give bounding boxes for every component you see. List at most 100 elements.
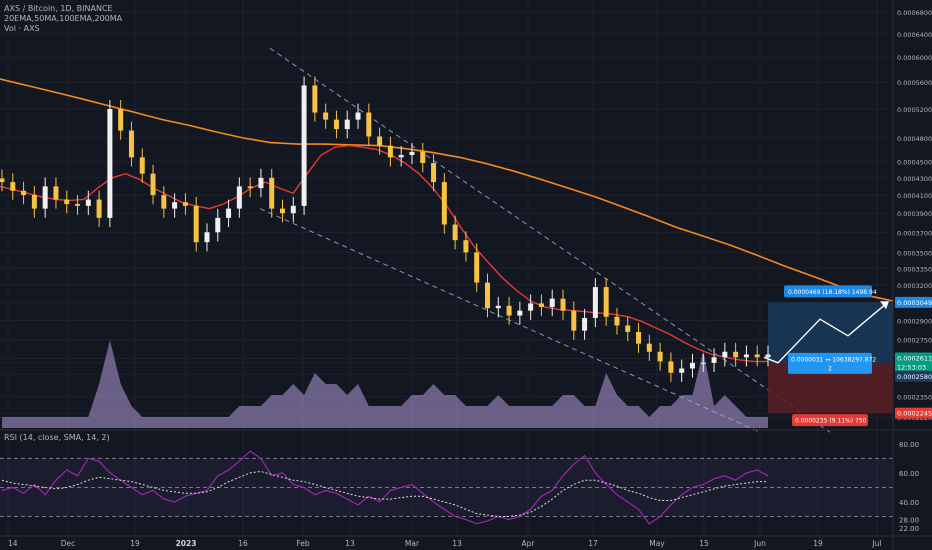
- stop-tag-text: 0.0002245: [897, 410, 932, 418]
- candle-body-54: [582, 317, 588, 331]
- candle-body-48: [517, 310, 523, 316]
- price-tick-7: 0.0004300: [897, 175, 932, 183]
- price-tick-12: 0.0003350: [897, 265, 932, 273]
- time-tick-5: Feb: [296, 539, 310, 548]
- candle-body-36: [387, 145, 393, 158]
- candle-body-27: [290, 205, 296, 214]
- candle-body-31: [333, 119, 339, 130]
- rsi-tick-0: 80.00: [899, 441, 919, 449]
- candle-body-60: [646, 343, 652, 352]
- stop-label-text: 0.0000235 (9.11%) 750: [795, 418, 867, 425]
- time-tick-13: Jun: [753, 539, 766, 548]
- candle-body-42: [452, 224, 458, 241]
- candle-body-34: [366, 112, 372, 137]
- candle-body-62: [668, 361, 674, 373]
- candle-body-61: [657, 351, 663, 362]
- candle-body-55: [592, 287, 598, 318]
- symbol-title[interactable]: AXS / Bitcoin, 1D, BINANCE: [4, 4, 113, 13]
- candle-body-25: [269, 177, 275, 209]
- target-label-text: 0.0000469 (18.18%) 1498.94: [788, 289, 877, 296]
- target-tag-bg: [895, 296, 932, 308]
- candle-body-66: [711, 357, 717, 363]
- rsi-line: [1, 450, 769, 525]
- price-tick-4: 0.0005200: [897, 106, 932, 114]
- volume-legend[interactable]: Vol · AXS: [4, 24, 40, 33]
- ema20-path: [0, 144, 768, 363]
- time-tick-7: Mar: [405, 539, 420, 548]
- candle-body-11: [118, 109, 124, 131]
- candle-body-2: [21, 190, 27, 196]
- time-tick-6: 13: [345, 539, 355, 548]
- volume-area: [2, 340, 768, 428]
- rsi-legend[interactable]: RSI (14, close, SMA, 14, 2): [4, 433, 110, 442]
- indicator-legend[interactable]: 20EMA,50MA,100EMA,200MA: [4, 14, 123, 23]
- candle-body-24: [258, 177, 264, 189]
- rsi-tick-1: 60.00: [899, 470, 919, 478]
- time-tick-10: 17: [588, 539, 598, 548]
- target-tag-text: 0.0003049: [897, 299, 932, 307]
- price-tick-6: 0.0004500: [897, 158, 932, 166]
- candle-body-70: [754, 354, 760, 358]
- candle-body-40: [431, 163, 437, 183]
- candle-body-28: [301, 85, 307, 206]
- candle-body-1: [10, 182, 16, 191]
- candlesticks: [0, 76, 771, 382]
- current-tag-bg: [895, 352, 932, 373]
- candle-body-30: [323, 112, 329, 120]
- price-tick-8: 0.0004100: [897, 192, 932, 200]
- descending-channel: [259, 47, 831, 433]
- candle-body-50: [538, 303, 544, 308]
- candle-body-20: [215, 217, 221, 233]
- price-tick-15: 0.0002900: [897, 317, 932, 325]
- candle-body-13: [139, 157, 145, 174]
- candle-body-52: [560, 298, 566, 311]
- volume-bars: [2, 340, 768, 428]
- stop-label-bg: [792, 414, 868, 427]
- candle-body-39: [420, 151, 426, 164]
- candle-body-65: [700, 362, 706, 364]
- current-countdown-text: 12:53:03: [897, 363, 926, 371]
- candle-body-67: [722, 351, 728, 358]
- price-tick-9: 0.0003900: [897, 210, 932, 218]
- rsi-tick-3: 28.00: [899, 516, 919, 524]
- time-tick-1: Dec: [61, 539, 76, 548]
- rsi-tick-4: 22.00: [899, 525, 919, 533]
- candle-body-8: [85, 199, 91, 206]
- ma200-path: [0, 78, 894, 302]
- candle-body-56: [603, 287, 609, 317]
- candle-body-32: [344, 119, 350, 130]
- time-tick-15: Jul: [871, 539, 881, 548]
- stop-tag-bg: [895, 407, 932, 419]
- candle-body-37: [398, 155, 404, 158]
- candle-body-15: [161, 195, 167, 209]
- price-tick-1: 0.0006400: [897, 31, 932, 39]
- ma200-line: [0, 78, 894, 302]
- time-tick-0: 14: [8, 539, 18, 548]
- time-tick-14: 19: [813, 539, 823, 548]
- price-tick-16: 0.0002750: [897, 337, 932, 345]
- time-axis[interactable]: 14 Dec 19 2023 16 Feb 13 Mar 13 Apr 17 May 15 Jun 19 Ju…: [0, 535, 932, 548]
- candle-body-63: [679, 368, 685, 373]
- candle-body-46: [495, 305, 501, 309]
- projection-path: [763, 301, 889, 364]
- candle-body-26: [280, 208, 286, 214]
- candle-body-41: [441, 182, 447, 225]
- candle-body-35: [377, 136, 383, 146]
- candle-body-7: [75, 204, 81, 206]
- entry-label-text-1: 0.0000031 ↔ 10638297.872: [791, 356, 876, 363]
- price-tick-20: 0.0002350: [897, 394, 932, 402]
- price-tick-13: 0.0003200: [897, 282, 932, 290]
- entry-tag-text: 0.0002580: [897, 373, 932, 381]
- candle-body-16: [172, 202, 178, 209]
- candle-body-4: [42, 186, 48, 209]
- candle-body-21: [226, 208, 232, 218]
- candle-body-44: [474, 252, 480, 283]
- candle-body-38: [409, 151, 415, 156]
- candle-body-23: [247, 186, 253, 189]
- time-tick-11: May: [649, 539, 665, 548]
- candle-body-64: [689, 362, 695, 369]
- candle-body-14: [150, 173, 156, 196]
- grid-lines: [0, 0, 893, 536]
